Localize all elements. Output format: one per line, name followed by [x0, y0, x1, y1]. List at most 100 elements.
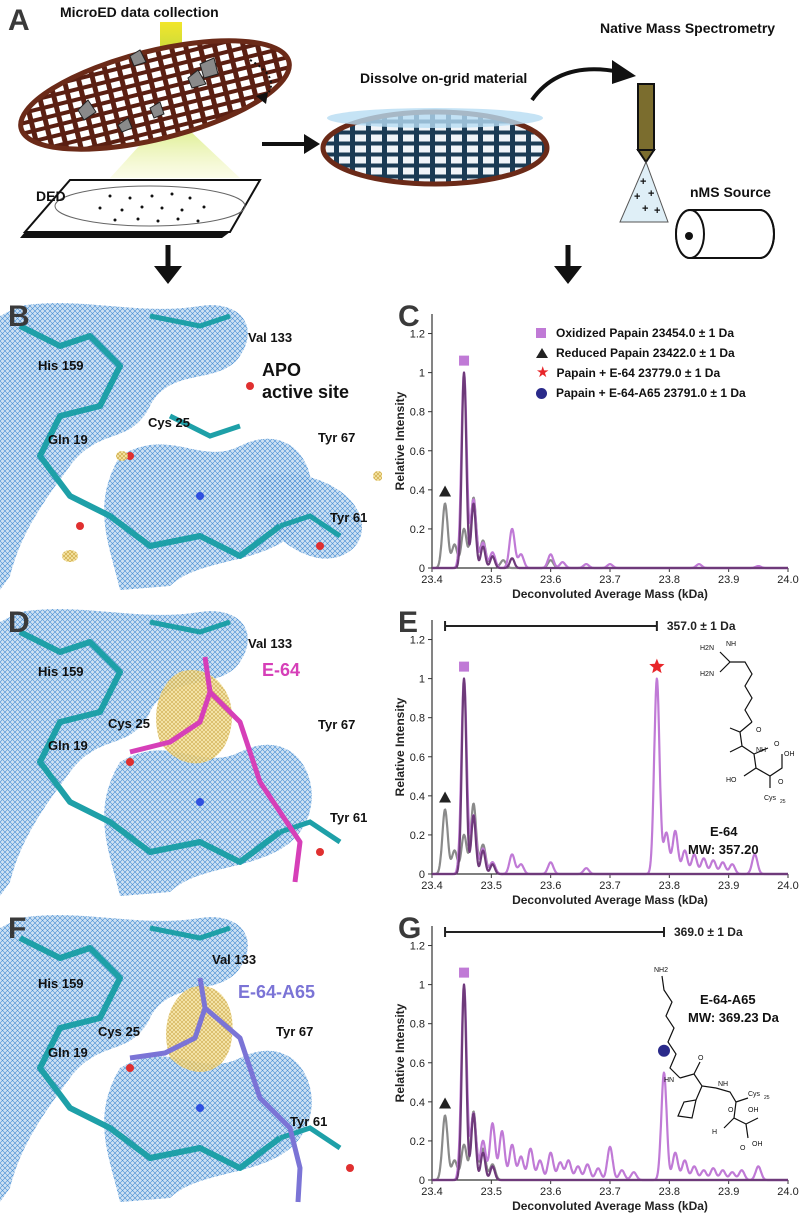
y-tick-label: 0.2 [410, 830, 425, 842]
chem-label: O [778, 779, 784, 786]
nms-title: Native Mass Spectrometry [600, 20, 776, 36]
x-axis-title: Deconvoluted Average Mass (kDa) [512, 1199, 708, 1213]
triangle-marker-icon [439, 791, 452, 803]
crystals [77, 49, 219, 133]
series-line-oxidized_dark [431, 983, 789, 1182]
dissolve-label: Dissolve on-grid material [360, 70, 528, 86]
residue-label: Cys 25 [98, 1024, 140, 1039]
residue-label: Gln 19 [48, 1045, 88, 1060]
residue-label: Gln 19 [48, 738, 88, 753]
e64-mw: MW: 357.20 [688, 842, 759, 857]
dissolved-grid [320, 108, 550, 187]
rotation-arrow-icon [249, 59, 273, 101]
chem-label: Cys [764, 795, 777, 802]
structure-b [0, 296, 382, 590]
x-tick-label: 23.5 [481, 1186, 502, 1198]
svg-text:+: + [640, 176, 646, 188]
x-tick-label: 24.0 [777, 1186, 798, 1198]
residue-label: Val 133 [212, 952, 257, 967]
legend-label: Reduced Papain 23422.0 ± 1 Da [556, 346, 735, 360]
chem-label: 25 [764, 1095, 770, 1101]
chem-label: Cys [748, 1091, 761, 1098]
apo-label: APO [262, 360, 302, 380]
ded-label: DED [36, 188, 66, 204]
y-tick-label: 1.2 [410, 635, 425, 647]
e64-a65-structure: NH2 HN O NH O OH H OH O Cys 25 [654, 967, 770, 1152]
y-tick-label: 0 [419, 563, 425, 575]
residue-label: Tyr 67 [276, 1024, 314, 1039]
y-tick-label: 0 [419, 1175, 425, 1187]
nms-source-label: nMS Source [690, 184, 771, 200]
x-tick-label: 23.6 [540, 880, 561, 892]
y-tick-label: 1 [419, 674, 425, 686]
chart-c: 0 0.2 0.4 0.6 0.8 1 1.2 23.4 23.5 23.6 23.7 23.8 23.… [393, 314, 799, 601]
y-tick-label: 1.2 [410, 329, 425, 341]
y-tick-label: 0.6 [410, 1058, 425, 1070]
x-axis-title: Deconvoluted Average Mass (kDa) [512, 893, 708, 907]
x-tick-label: 23.9 [718, 1186, 739, 1198]
chem-label: NH2 [654, 967, 668, 974]
x-tick-label: 23.8 [659, 574, 680, 586]
e64-a65-name: E-64-A65 [700, 992, 756, 1007]
mass-shift-label: 369.0 ± 1 Da [674, 925, 743, 939]
nms-source-cylinder [675, 209, 775, 259]
chem-label: HN [664, 1077, 674, 1084]
panel-letter-b: B [8, 300, 30, 333]
svg-text:+: + [642, 203, 648, 215]
mass-shift-label: 357.0 ± 1 Da [667, 619, 736, 633]
triangle-marker-icon [439, 1097, 452, 1109]
x-tick-label: 23.6 [540, 1186, 561, 1198]
residue-label: Cys 25 [108, 716, 150, 731]
spray-plume [619, 160, 669, 223]
e64-name: E-64 [710, 824, 738, 839]
microed-label: MicroED data collection [60, 4, 219, 20]
x-tick-label: 23.4 [421, 1186, 442, 1198]
x-tick-label: 23.9 [718, 880, 739, 892]
chart-g: 0 0.2 0.4 0.6 0.8 1 1.2 23.4 23.5 23.6 23.7 23.8 23.… [393, 925, 799, 1213]
y-tick-label: 0.2 [410, 1136, 425, 1148]
y-axis-title: Relative Intensity [393, 697, 407, 796]
legend-item: Reduced Papain 23422.0 ± 1 Da [536, 346, 746, 360]
square-marker-icon [459, 661, 470, 672]
residue-label: Cys 25 [148, 415, 190, 430]
y-tick-label: 0.4 [410, 485, 425, 497]
residue-label: His 159 [38, 976, 84, 991]
e64-a65-mw: MW: 369.23 Da [688, 1010, 779, 1025]
circle-marker-icon [657, 1044, 670, 1057]
x-axis-title: Deconvoluted Average Mass (kDa) [512, 587, 708, 601]
chem-label: OH [752, 1141, 763, 1148]
residue-label: Val 133 [248, 636, 293, 651]
chem-label: OH [784, 751, 795, 758]
chem-label: H2N [700, 671, 714, 678]
y-tick-label: 0.2 [410, 524, 425, 536]
legend: Oxidized Papain 23454.0 ± 1 Da Reduced P… [536, 326, 746, 400]
e64-structure: H2N H2N NH O NH O OH HO O Cys 25 [700, 641, 795, 805]
y-tick-label: 0.8 [410, 713, 425, 725]
chem-label: NH [718, 1081, 728, 1088]
chem-label: O [756, 727, 762, 734]
series-line-oxidized [431, 983, 789, 1182]
residue-label: His 159 [38, 664, 84, 679]
y-tick-label: 0.6 [410, 446, 425, 458]
residue-label: Tyr 67 [318, 430, 356, 445]
chem-label: OH [748, 1107, 759, 1114]
square-marker-icon [459, 967, 470, 978]
residue-label: Tyr 67 [318, 717, 356, 732]
triangle-marker-icon [439, 485, 452, 497]
y-tick-label: 0.8 [410, 407, 425, 419]
structure-panels [0, 296, 382, 1203]
chem-label: NH [756, 747, 766, 754]
svg-text:+: + [634, 191, 640, 203]
chem-label: O [740, 1145, 746, 1152]
panel-letter-g: G [398, 912, 422, 945]
diffraction-cone [110, 112, 240, 178]
svg-text:+: + [648, 188, 654, 200]
x-tick-label: 23.7 [599, 574, 620, 586]
y-tick-label: 0 [419, 869, 425, 881]
chem-label: O [728, 1107, 734, 1114]
triangle-marker-icon [536, 348, 548, 358]
x-tick-label: 23.4 [421, 880, 442, 892]
x-tick-label: 23.9 [718, 574, 739, 586]
square-marker-icon [536, 328, 546, 338]
series-line-oxidized_dark [431, 371, 789, 570]
